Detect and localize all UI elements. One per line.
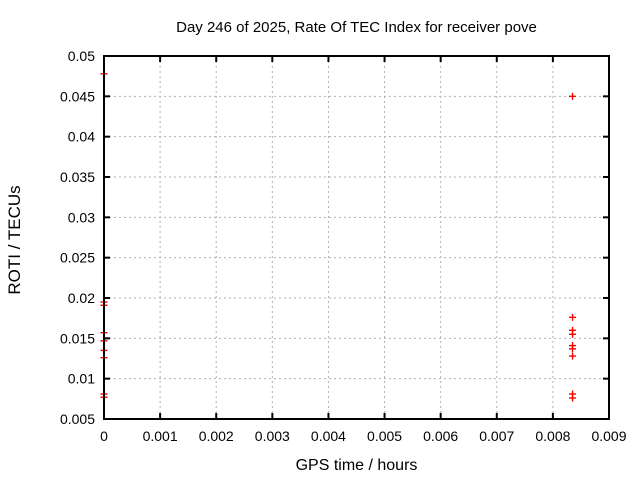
y-tick-label: 0.015 bbox=[60, 330, 95, 346]
y-tick-label: 0.03 bbox=[68, 209, 95, 225]
y-tick-label: 0.045 bbox=[60, 88, 95, 104]
y-tick-label: 0.01 bbox=[68, 371, 95, 387]
x-tick-label: 0.007 bbox=[479, 428, 514, 444]
x-tick-label: 0.008 bbox=[535, 428, 570, 444]
x-tick-label: 0.006 bbox=[423, 428, 458, 444]
x-tick-label: 0.009 bbox=[591, 428, 626, 444]
x-tick-label: 0.004 bbox=[311, 428, 346, 444]
y-tick-label: 0.02 bbox=[68, 290, 95, 306]
y-axis-label: ROTI / TECUs bbox=[5, 185, 24, 295]
y-tick-label: 0.05 bbox=[68, 48, 95, 64]
y-tick-label: 0.025 bbox=[60, 250, 95, 266]
plot-border bbox=[103, 55, 610, 420]
x-tick-label: 0.001 bbox=[143, 428, 178, 444]
x-tick-label: 0.003 bbox=[255, 428, 290, 444]
x-tick-label: 0.002 bbox=[199, 428, 234, 444]
y-tick-label: 0.04 bbox=[68, 129, 95, 145]
chart-title: Day 246 of 2025, Rate Of TEC Index for r… bbox=[176, 19, 537, 36]
x-tick-label: 0 bbox=[100, 428, 108, 444]
x-axis-label: GPS time / hours bbox=[295, 457, 418, 474]
y-tick-label: 0.035 bbox=[60, 169, 95, 185]
x-tick-label: 0.005 bbox=[367, 428, 402, 444]
y-tick-label: 0.005 bbox=[60, 411, 95, 427]
